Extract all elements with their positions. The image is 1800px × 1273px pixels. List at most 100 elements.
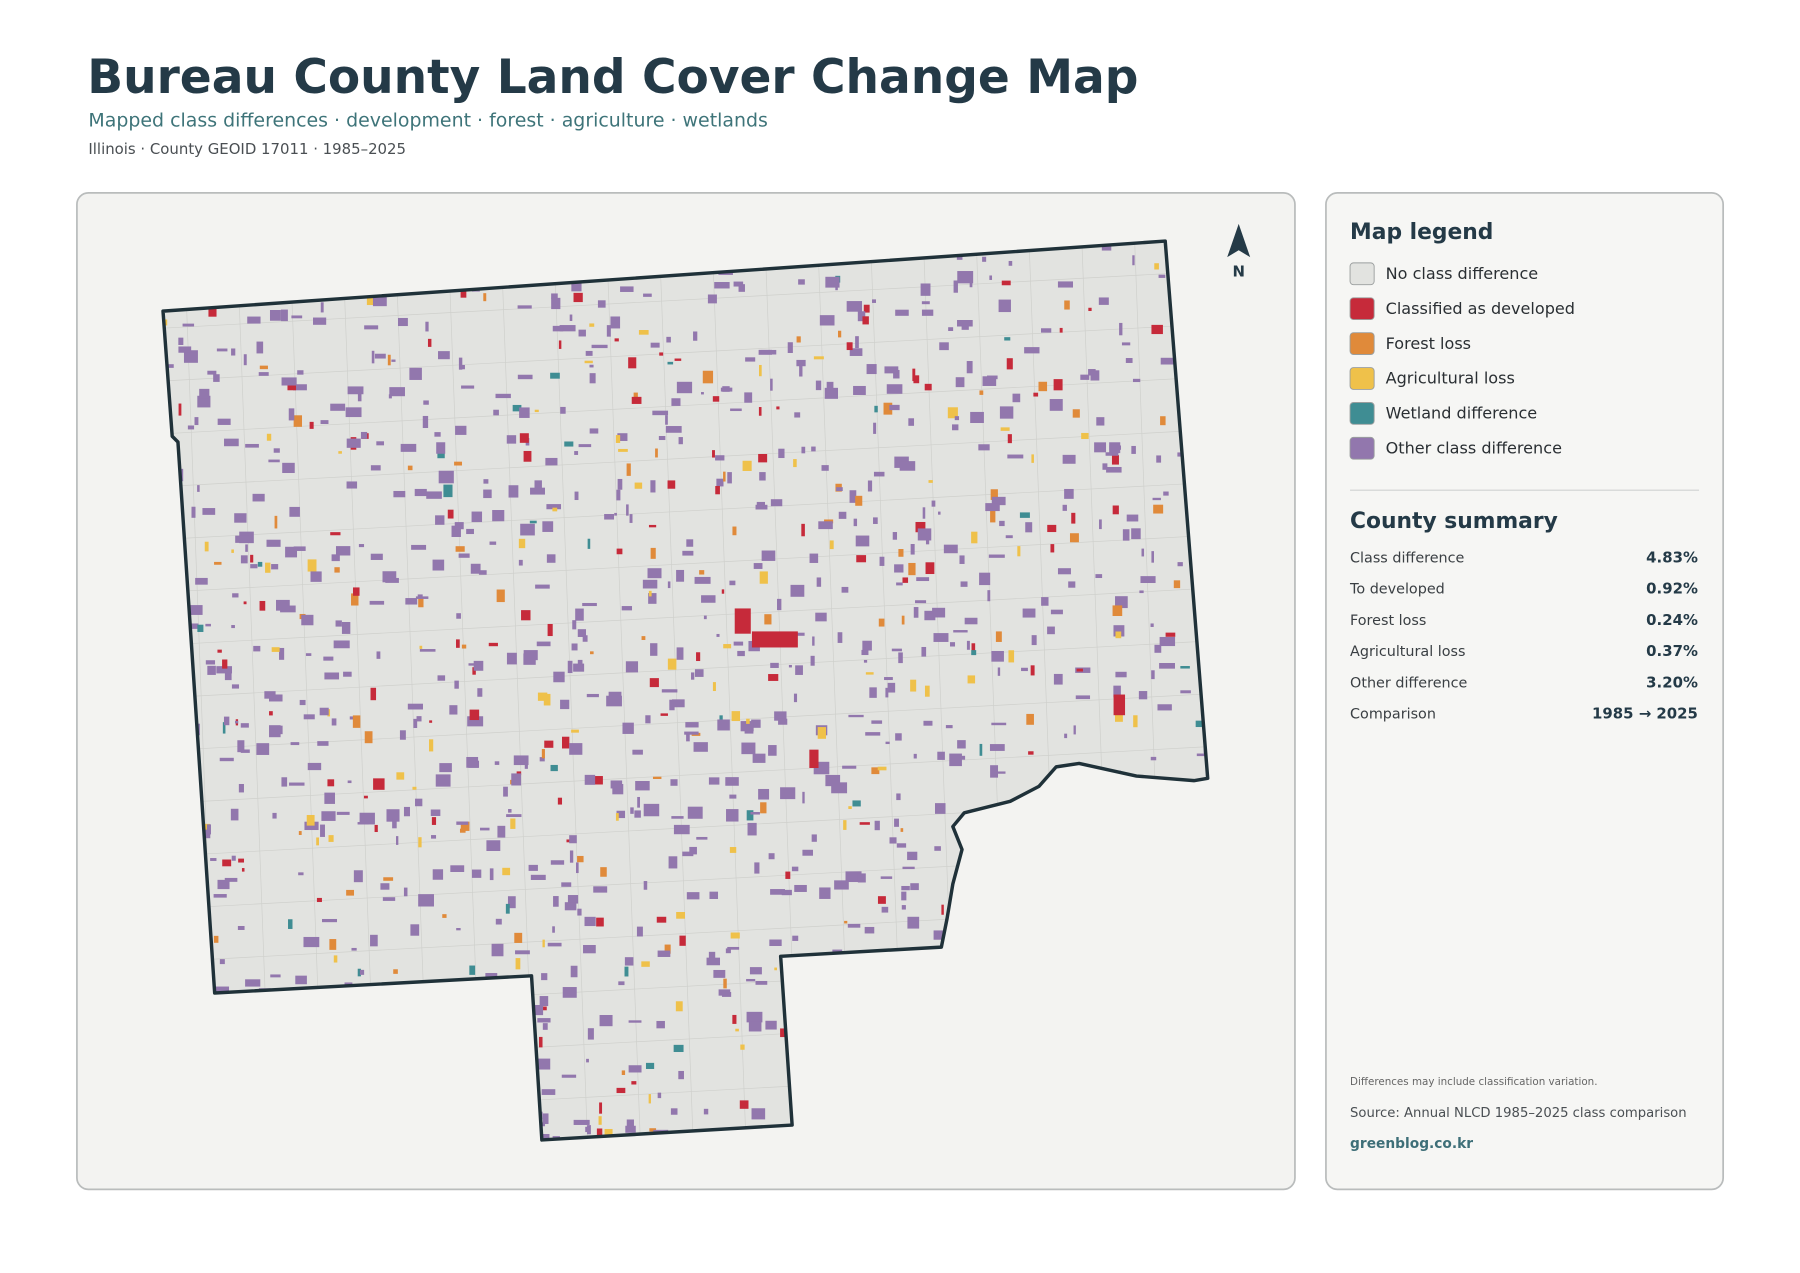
change-patch	[414, 488, 427, 497]
change-patch	[271, 564, 279, 570]
change-patch	[205, 660, 216, 665]
summary-label: Forest loss	[1350, 613, 1426, 629]
change-patch	[458, 553, 470, 558]
change-patch	[182, 323, 195, 327]
change-patch	[991, 496, 1006, 506]
change-patch	[454, 522, 464, 530]
change-patch	[671, 816, 684, 819]
change-patch	[1150, 623, 1154, 627]
change-patch	[1031, 454, 1034, 463]
change-patch	[886, 384, 903, 394]
change-patch	[729, 847, 737, 853]
change-patch	[258, 372, 269, 376]
change-patch	[910, 883, 919, 891]
change-patch	[330, 532, 341, 536]
change-patch	[845, 871, 862, 883]
change-patch	[877, 896, 886, 904]
change-patch	[999, 406, 1014, 419]
change-patch	[813, 356, 824, 360]
change-patch	[768, 853, 775, 860]
change-patch	[729, 580, 736, 586]
change-patch	[761, 550, 776, 561]
change-patch	[512, 404, 522, 412]
change-patch	[573, 663, 585, 672]
change-patch	[1021, 667, 1028, 672]
change-patch	[234, 513, 247, 523]
change-patch	[534, 409, 539, 413]
change-patch	[271, 647, 280, 652]
change-patch	[288, 408, 295, 421]
summary-value: 3.20%	[1646, 673, 1698, 691]
change-patch	[674, 358, 682, 361]
change-patch	[731, 711, 741, 722]
change-patch	[793, 459, 797, 468]
change-patch	[471, 511, 483, 523]
change-patch	[577, 908, 582, 916]
change-patch	[682, 851, 694, 857]
change-patch	[1195, 720, 1205, 728]
change-patch	[1000, 427, 1010, 431]
change-patch	[1062, 454, 1076, 464]
change-patch	[224, 438, 239, 447]
change-patch	[964, 617, 978, 625]
change-patch	[313, 317, 327, 325]
change-patch	[1098, 297, 1109, 305]
change-patch	[846, 301, 863, 312]
change-patch	[210, 858, 217, 861]
change-patch	[442, 914, 447, 918]
change-patch	[514, 932, 523, 943]
change-patch	[656, 916, 667, 923]
change-patch	[907, 851, 918, 861]
change-patch	[712, 682, 716, 692]
change-patch	[478, 570, 487, 575]
change-patch	[486, 840, 501, 851]
change-patch	[615, 813, 619, 821]
change-patch	[419, 649, 436, 652]
change-patch	[971, 531, 978, 544]
change-patch	[331, 718, 337, 726]
change-patch	[542, 1023, 548, 1030]
change-patch	[1080, 374, 1090, 380]
change-patch	[567, 895, 579, 904]
change-patch	[612, 783, 624, 795]
change-patch	[608, 691, 622, 700]
change-patch	[505, 903, 510, 914]
summary: Class difference 4.83% To developed 0.92% Fo…	[1349, 549, 1698, 723]
change-patch	[686, 733, 690, 742]
change-patch	[915, 521, 926, 533]
change-patch	[268, 459, 280, 463]
change-patch	[714, 282, 730, 289]
change-patch	[934, 803, 946, 814]
change-patch	[746, 978, 756, 982]
change-patch	[240, 749, 250, 753]
site-link[interactable]: greenblog.co.kr	[1350, 1136, 1473, 1152]
change-patch	[1090, 370, 1100, 381]
change-patch	[667, 658, 677, 670]
change-patch	[849, 348, 863, 356]
change-patch	[730, 932, 740, 939]
change-patch	[480, 827, 490, 831]
change-patch	[418, 598, 424, 608]
change-patch	[606, 695, 622, 707]
change-patch	[259, 600, 266, 611]
change-patch	[628, 357, 637, 369]
change-patch	[879, 556, 885, 566]
change-patch	[793, 693, 798, 703]
change-patch	[1115, 714, 1123, 722]
change-patch	[345, 407, 362, 418]
change-patch	[913, 607, 919, 618]
change-patch	[204, 541, 209, 552]
change-patch	[987, 590, 991, 602]
change-patch	[329, 939, 337, 950]
summary-value: 0.37%	[1646, 642, 1698, 660]
change-patch	[629, 514, 633, 523]
change-patch	[694, 576, 711, 584]
change-patch	[569, 850, 574, 863]
change-patch	[1050, 609, 1063, 615]
change-patch	[768, 674, 779, 681]
change-patch	[231, 549, 234, 553]
legend-label: Classified as developed	[1386, 299, 1575, 318]
change-patch	[648, 593, 657, 604]
change-patch	[266, 433, 272, 441]
change-patch	[725, 948, 731, 954]
